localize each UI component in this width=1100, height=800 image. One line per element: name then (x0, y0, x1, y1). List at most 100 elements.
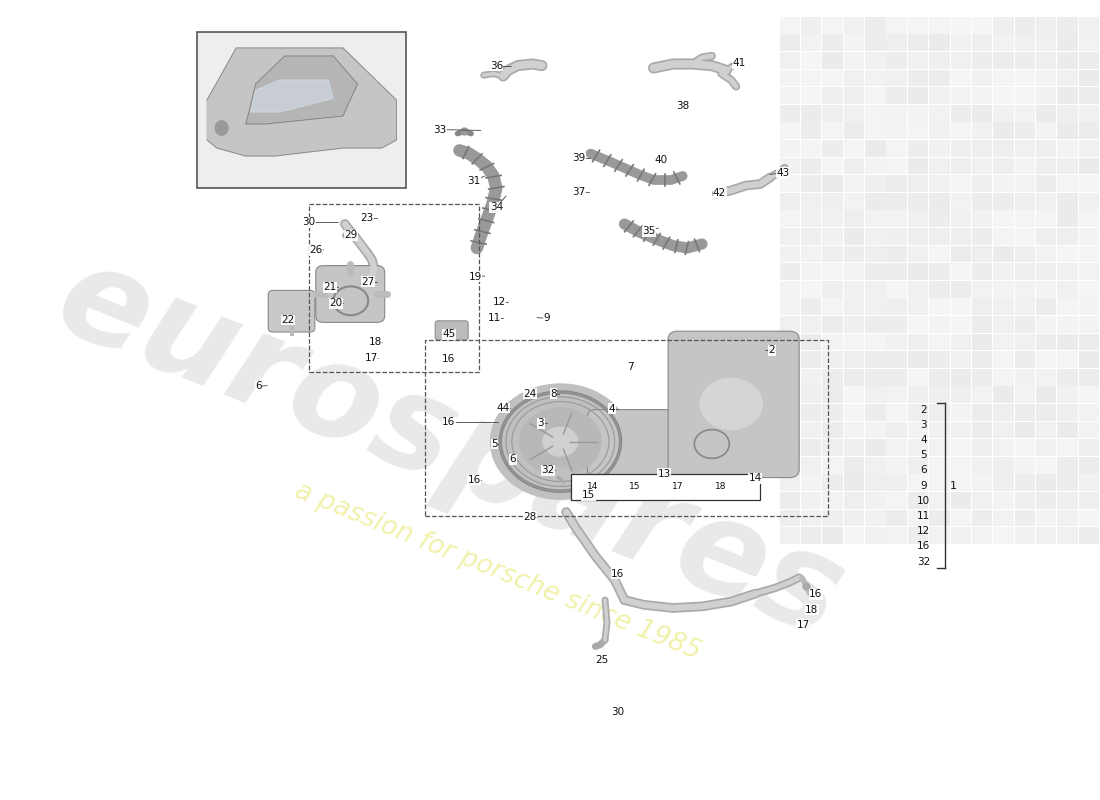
Bar (930, 193, 949, 210)
Bar (993, 404, 1013, 421)
Bar (950, 404, 971, 421)
Bar (1079, 474, 1099, 491)
Circle shape (519, 408, 601, 475)
Bar (950, 492, 971, 509)
Bar (1057, 140, 1078, 157)
Bar (950, 105, 971, 122)
Bar (993, 386, 1013, 403)
Circle shape (543, 427, 578, 456)
Bar (823, 422, 843, 438)
Bar (993, 158, 1013, 174)
Bar (844, 510, 865, 526)
Bar (950, 457, 971, 474)
Bar (844, 175, 865, 192)
Bar (887, 263, 906, 280)
Bar (930, 298, 949, 315)
Bar (1014, 281, 1035, 298)
Bar (930, 334, 949, 350)
Bar (780, 263, 800, 280)
Bar (930, 210, 949, 227)
Bar (844, 492, 865, 509)
Bar (801, 175, 822, 192)
Bar (1036, 105, 1056, 122)
Bar (887, 457, 906, 474)
Bar (972, 210, 992, 227)
Bar (844, 122, 865, 139)
Text: a passion for porsche since 1985: a passion for porsche since 1985 (292, 478, 705, 666)
Bar (908, 70, 928, 86)
Bar (1014, 510, 1035, 526)
Bar (993, 34, 1013, 51)
Bar (908, 422, 928, 438)
Bar (1057, 87, 1078, 104)
Bar (993, 122, 1013, 139)
Bar (930, 228, 949, 245)
Bar (780, 422, 800, 438)
Bar (993, 210, 1013, 227)
Bar (801, 369, 822, 386)
Text: 29: 29 (344, 230, 358, 240)
Bar (887, 17, 906, 34)
Bar (823, 298, 843, 315)
Text: 32: 32 (541, 466, 554, 475)
Bar (1079, 510, 1099, 526)
Bar (844, 193, 865, 210)
Text: 32: 32 (916, 557, 930, 566)
Bar (1057, 510, 1078, 526)
Text: 6: 6 (509, 454, 516, 464)
Bar (1057, 246, 1078, 262)
Bar (1014, 52, 1035, 69)
Bar (823, 281, 843, 298)
Bar (1057, 369, 1078, 386)
Bar (993, 316, 1013, 333)
Bar (1057, 422, 1078, 438)
Bar (972, 175, 992, 192)
Bar (801, 404, 822, 421)
Bar (801, 439, 822, 456)
Bar (930, 316, 949, 333)
Text: eurospares: eurospares (39, 233, 860, 663)
Bar (1014, 228, 1035, 245)
Bar (865, 334, 886, 350)
Bar (844, 369, 865, 386)
Bar (1057, 281, 1078, 298)
Bar (1057, 175, 1078, 192)
Bar (972, 527, 992, 544)
Bar (780, 386, 800, 403)
Bar (1036, 492, 1056, 509)
Text: 7: 7 (627, 362, 634, 372)
Bar (801, 334, 822, 350)
Bar (887, 281, 906, 298)
Bar (972, 281, 992, 298)
Bar (1057, 52, 1078, 69)
Bar (801, 210, 822, 227)
Bar (1057, 228, 1078, 245)
Bar (930, 87, 949, 104)
Bar (1057, 17, 1078, 34)
Bar (972, 228, 992, 245)
Bar (908, 52, 928, 69)
Bar (930, 439, 949, 456)
Bar (887, 474, 906, 491)
Text: 3: 3 (920, 420, 926, 430)
Bar (972, 510, 992, 526)
Bar (993, 263, 1013, 280)
Bar (972, 457, 992, 474)
Bar (1079, 140, 1099, 157)
Bar (844, 439, 865, 456)
Bar (930, 351, 949, 368)
Bar (844, 334, 865, 350)
Bar (865, 492, 886, 509)
Bar (887, 158, 906, 174)
Bar (823, 228, 843, 245)
Bar (865, 87, 886, 104)
Bar (908, 175, 928, 192)
Bar (908, 34, 928, 51)
FancyBboxPatch shape (668, 331, 799, 478)
Bar (887, 369, 906, 386)
Bar (844, 228, 865, 245)
Bar (780, 105, 800, 122)
Bar (801, 140, 822, 157)
Bar (930, 369, 949, 386)
Text: 2: 2 (769, 346, 776, 355)
